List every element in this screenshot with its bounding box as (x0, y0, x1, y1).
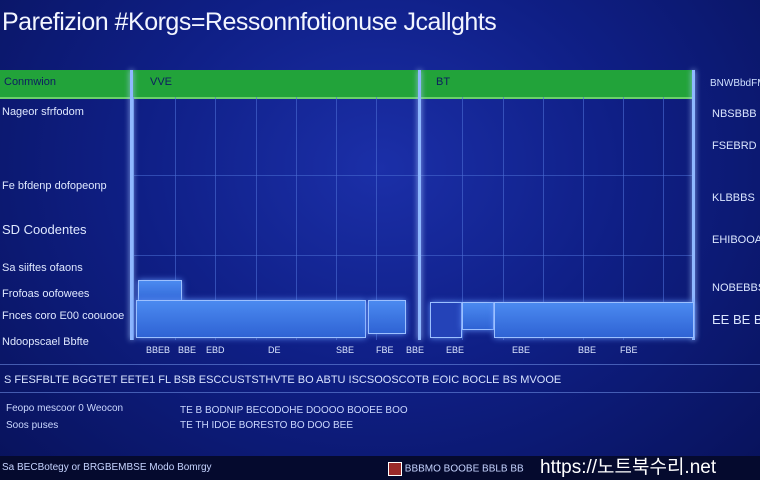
grid-line (134, 255, 694, 256)
left-panel (0, 97, 134, 340)
grid-line (175, 97, 176, 340)
bar-segment (368, 300, 406, 334)
column-divider (130, 70, 133, 340)
row-label: Sa siiftes ofaons (2, 262, 83, 274)
table-cell: EBE (512, 345, 531, 355)
bar-segment (494, 302, 694, 338)
note-text: TE B BODNIP BECODOHE DOOOO BOOEE BOO (180, 405, 408, 416)
note-text: Soos puses (6, 420, 59, 431)
divider (0, 392, 760, 393)
page-title: Parefizion #Korgs=Ressonnfotionuse Jcall… (2, 8, 497, 36)
grid-line (296, 97, 297, 340)
table-cell: DE (268, 345, 281, 355)
table-cell: BBE (406, 345, 425, 355)
row-label: Ndoopscael Bbfte (2, 336, 89, 348)
table-cell: EBE (446, 345, 465, 355)
grid-line (583, 97, 584, 340)
bar-segment (430, 302, 462, 338)
footer-mid-text[interactable]: BBBMO BOOBE BBLB BB (388, 462, 524, 476)
grid-line (336, 97, 337, 340)
grid-line (503, 97, 504, 340)
right-row-label: KLBBBS (712, 192, 755, 204)
grid-line (134, 175, 694, 176)
column-divider (418, 70, 421, 340)
right-row-label: NOBEBBS (712, 282, 760, 294)
table-cell: BBE (178, 345, 197, 355)
row-label: Fnces coro E00 coouooe (2, 310, 125, 322)
header-col2[interactable]: VVE (150, 76, 173, 88)
header-col1[interactable]: Conmwion (4, 76, 56, 88)
grid-line (623, 97, 624, 340)
right-row-label: EE BE BO (712, 312, 760, 327)
summary-text: S FESFBLTE BGGTET EETE1 FL BSB ESCCUSTST… (4, 374, 562, 386)
row-label: Nageor sfrfodom (2, 106, 84, 118)
row-label: Fe bfdenp dofopeonp (2, 180, 107, 192)
right-row-label: EHIBOOA (712, 234, 760, 246)
table-cell: FBE (620, 345, 638, 355)
footer-bar (0, 456, 760, 480)
grid-line (663, 97, 664, 340)
note-text: TE TH IDOE BORESTO BO DOO BEE (180, 420, 353, 431)
table-cell: FBE (376, 345, 394, 355)
table-cell: EBD (206, 345, 225, 355)
right-header: BNWBbdFM (710, 78, 760, 89)
row-label: SD Coodentes (2, 222, 87, 237)
right-row-label: FSEBRD (712, 140, 757, 152)
footer-mid-label: BBBMO BOOBE BBLB BB (404, 463, 524, 475)
table-cell: SBE (336, 345, 355, 355)
column-divider (692, 70, 695, 340)
grid-line (543, 97, 544, 340)
divider (0, 364, 760, 365)
footer-left-text: Sa BECBotegy or BRGBEMBSE Modo Bomrgy (2, 462, 212, 473)
right-row-label: NBSBBB (712, 108, 757, 120)
bar-segment (462, 302, 494, 330)
grid-line (215, 97, 216, 340)
header-col3[interactable]: BT (436, 76, 451, 88)
watermark: https://노트북수리.net (540, 457, 717, 478)
header-band (0, 70, 695, 99)
note-text: Feopo mescoor 0 Weocon (6, 403, 124, 414)
table-cell: BBEB (146, 345, 171, 355)
grid-line (462, 97, 463, 340)
row-label: Frofoas oofowees (2, 288, 90, 300)
table-cell: BBE (578, 345, 597, 355)
grid-line (376, 97, 377, 340)
app-icon[interactable] (388, 462, 402, 476)
bar-segment (136, 300, 366, 338)
grid-line (256, 97, 257, 340)
